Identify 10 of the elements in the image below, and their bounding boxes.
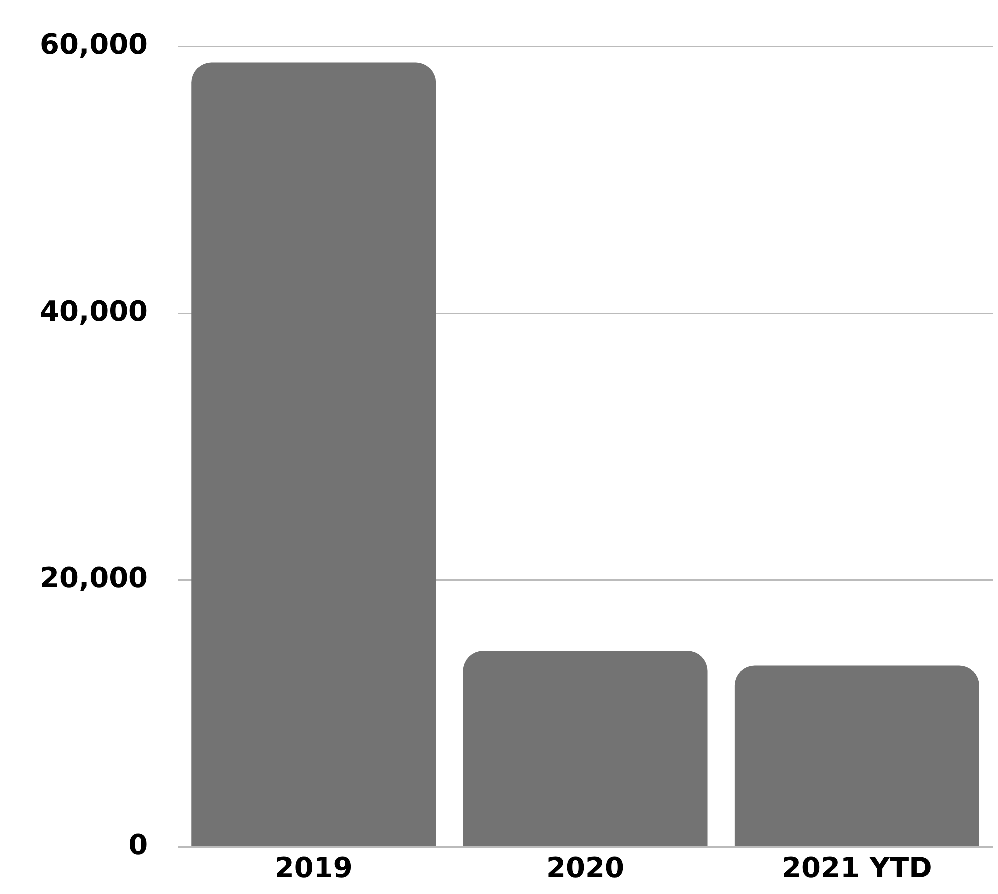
y-tick-label: 0 (128, 828, 148, 862)
bar (734, 666, 980, 846)
y-tick-label: 40,000 (40, 294, 148, 328)
bar (192, 62, 436, 846)
x-tick-label: 2020 (546, 851, 624, 884)
x-tick-label: 2019 (274, 851, 353, 884)
y-tick-label: 20,000 (40, 562, 148, 595)
y-tick-label: 60,000 (40, 28, 148, 62)
x-tick-label: 2021 YTD (782, 851, 932, 884)
bar (463, 651, 708, 846)
